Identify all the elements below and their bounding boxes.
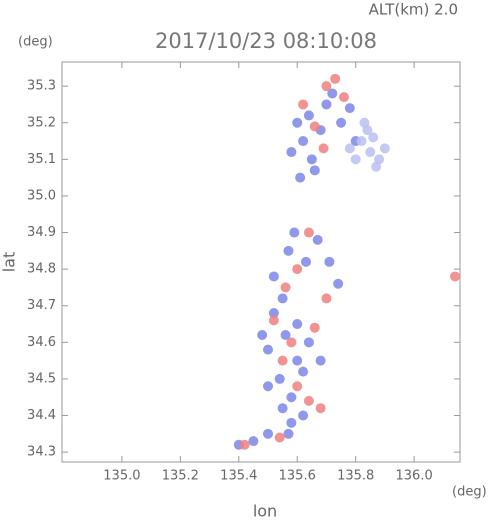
radar-echo <box>298 410 309 421</box>
radar-echo <box>333 278 344 289</box>
y-tick-label: 35.3 <box>27 79 56 94</box>
radar-echo <box>309 322 320 333</box>
radar-echo <box>327 88 338 99</box>
radar-echo <box>379 143 390 154</box>
y-tick-label: 34.7 <box>27 298 56 313</box>
radar-echo <box>344 143 355 154</box>
radar-echo <box>298 99 309 110</box>
radar-echo <box>318 143 329 154</box>
radar-echo <box>309 165 320 176</box>
radar-echo <box>274 373 285 384</box>
radar-echo <box>312 234 323 245</box>
radar-echo <box>292 381 303 392</box>
radar-echo <box>257 330 268 341</box>
radar-echo <box>292 319 303 330</box>
radar-echo <box>315 355 326 366</box>
radar-echo <box>303 110 314 121</box>
radar-echo <box>286 147 297 158</box>
radar-echo <box>292 117 303 128</box>
radar-echo <box>286 337 297 348</box>
y-tick-label: 35.1 <box>27 152 56 167</box>
y-tick-label: 35.0 <box>27 188 56 203</box>
radar-echo <box>277 293 288 304</box>
radar-echo <box>321 99 332 110</box>
radar-echo <box>298 136 309 147</box>
radar-echo <box>321 293 332 304</box>
x-unit: (deg) <box>452 485 487 500</box>
radar-echo <box>303 395 314 406</box>
x-axis-label: lon <box>253 502 277 521</box>
radar-echo <box>303 227 314 238</box>
radar-echo <box>450 271 461 282</box>
radar-echo <box>280 330 291 341</box>
y-tick-label: 34.6 <box>27 335 56 350</box>
x-tick-label: 136.0 <box>396 469 433 484</box>
radar-echo <box>309 121 320 132</box>
x-tick-label: 135.6 <box>279 469 316 484</box>
y-axis-label: lat <box>0 252 19 273</box>
radar-echo <box>338 92 349 103</box>
radar-echo <box>336 117 347 128</box>
radar-echo <box>292 264 303 275</box>
radar-echo <box>248 436 259 447</box>
y-tick-label: 34.4 <box>27 408 56 423</box>
radar-echo <box>344 103 355 114</box>
radar-echo <box>274 432 285 443</box>
radar-echo <box>301 256 312 267</box>
radar-echo <box>295 172 306 183</box>
radar-echo <box>315 403 326 414</box>
radar-echo <box>365 147 376 158</box>
radar-echo <box>306 154 317 165</box>
radar-echo <box>330 73 341 84</box>
radar-echo <box>356 136 367 147</box>
radar-echo <box>283 428 294 439</box>
radar-echo <box>277 403 288 414</box>
radar-echo <box>292 355 303 366</box>
x-tick-label: 135.0 <box>103 469 140 484</box>
y-unit: (deg) <box>18 35 53 50</box>
altitude-label: ALT(km) 2.0 <box>369 1 458 19</box>
radar-echo <box>368 132 379 143</box>
radar-echo <box>359 117 370 128</box>
y-tick-label: 35.2 <box>27 115 56 130</box>
x-tick-label: 135.2 <box>162 469 199 484</box>
radar-echo <box>239 439 250 450</box>
radar-echo <box>283 245 294 256</box>
radar-echo <box>350 154 361 165</box>
y-tick-label: 34.3 <box>27 445 56 460</box>
radar-echo <box>263 381 274 392</box>
chart-title: 2017/10/23 08:10:08 <box>155 29 377 53</box>
x-tick-label: 135.8 <box>337 469 374 484</box>
radar-echo <box>286 392 297 403</box>
radar-echo <box>277 355 288 366</box>
y-tick-label: 34.8 <box>27 262 56 277</box>
x-tick-label: 135.4 <box>220 469 257 484</box>
radar-echo <box>263 344 274 355</box>
radar-echo <box>324 256 335 267</box>
radar-echo <box>268 315 279 326</box>
radar-echo <box>268 308 279 319</box>
y-tick-label: 34.5 <box>27 371 56 386</box>
radar-echo <box>286 417 297 428</box>
radar-echo <box>321 81 332 92</box>
plot-frame <box>61 61 461 463</box>
radar-echo <box>303 337 314 348</box>
radar-echo <box>280 282 291 293</box>
y-tick-label: 34.9 <box>27 225 56 240</box>
radar-echo <box>371 161 382 172</box>
radar-echo <box>289 227 300 238</box>
radar-echo <box>263 428 274 439</box>
radar-echo <box>268 271 279 282</box>
radar-echo <box>298 366 309 377</box>
